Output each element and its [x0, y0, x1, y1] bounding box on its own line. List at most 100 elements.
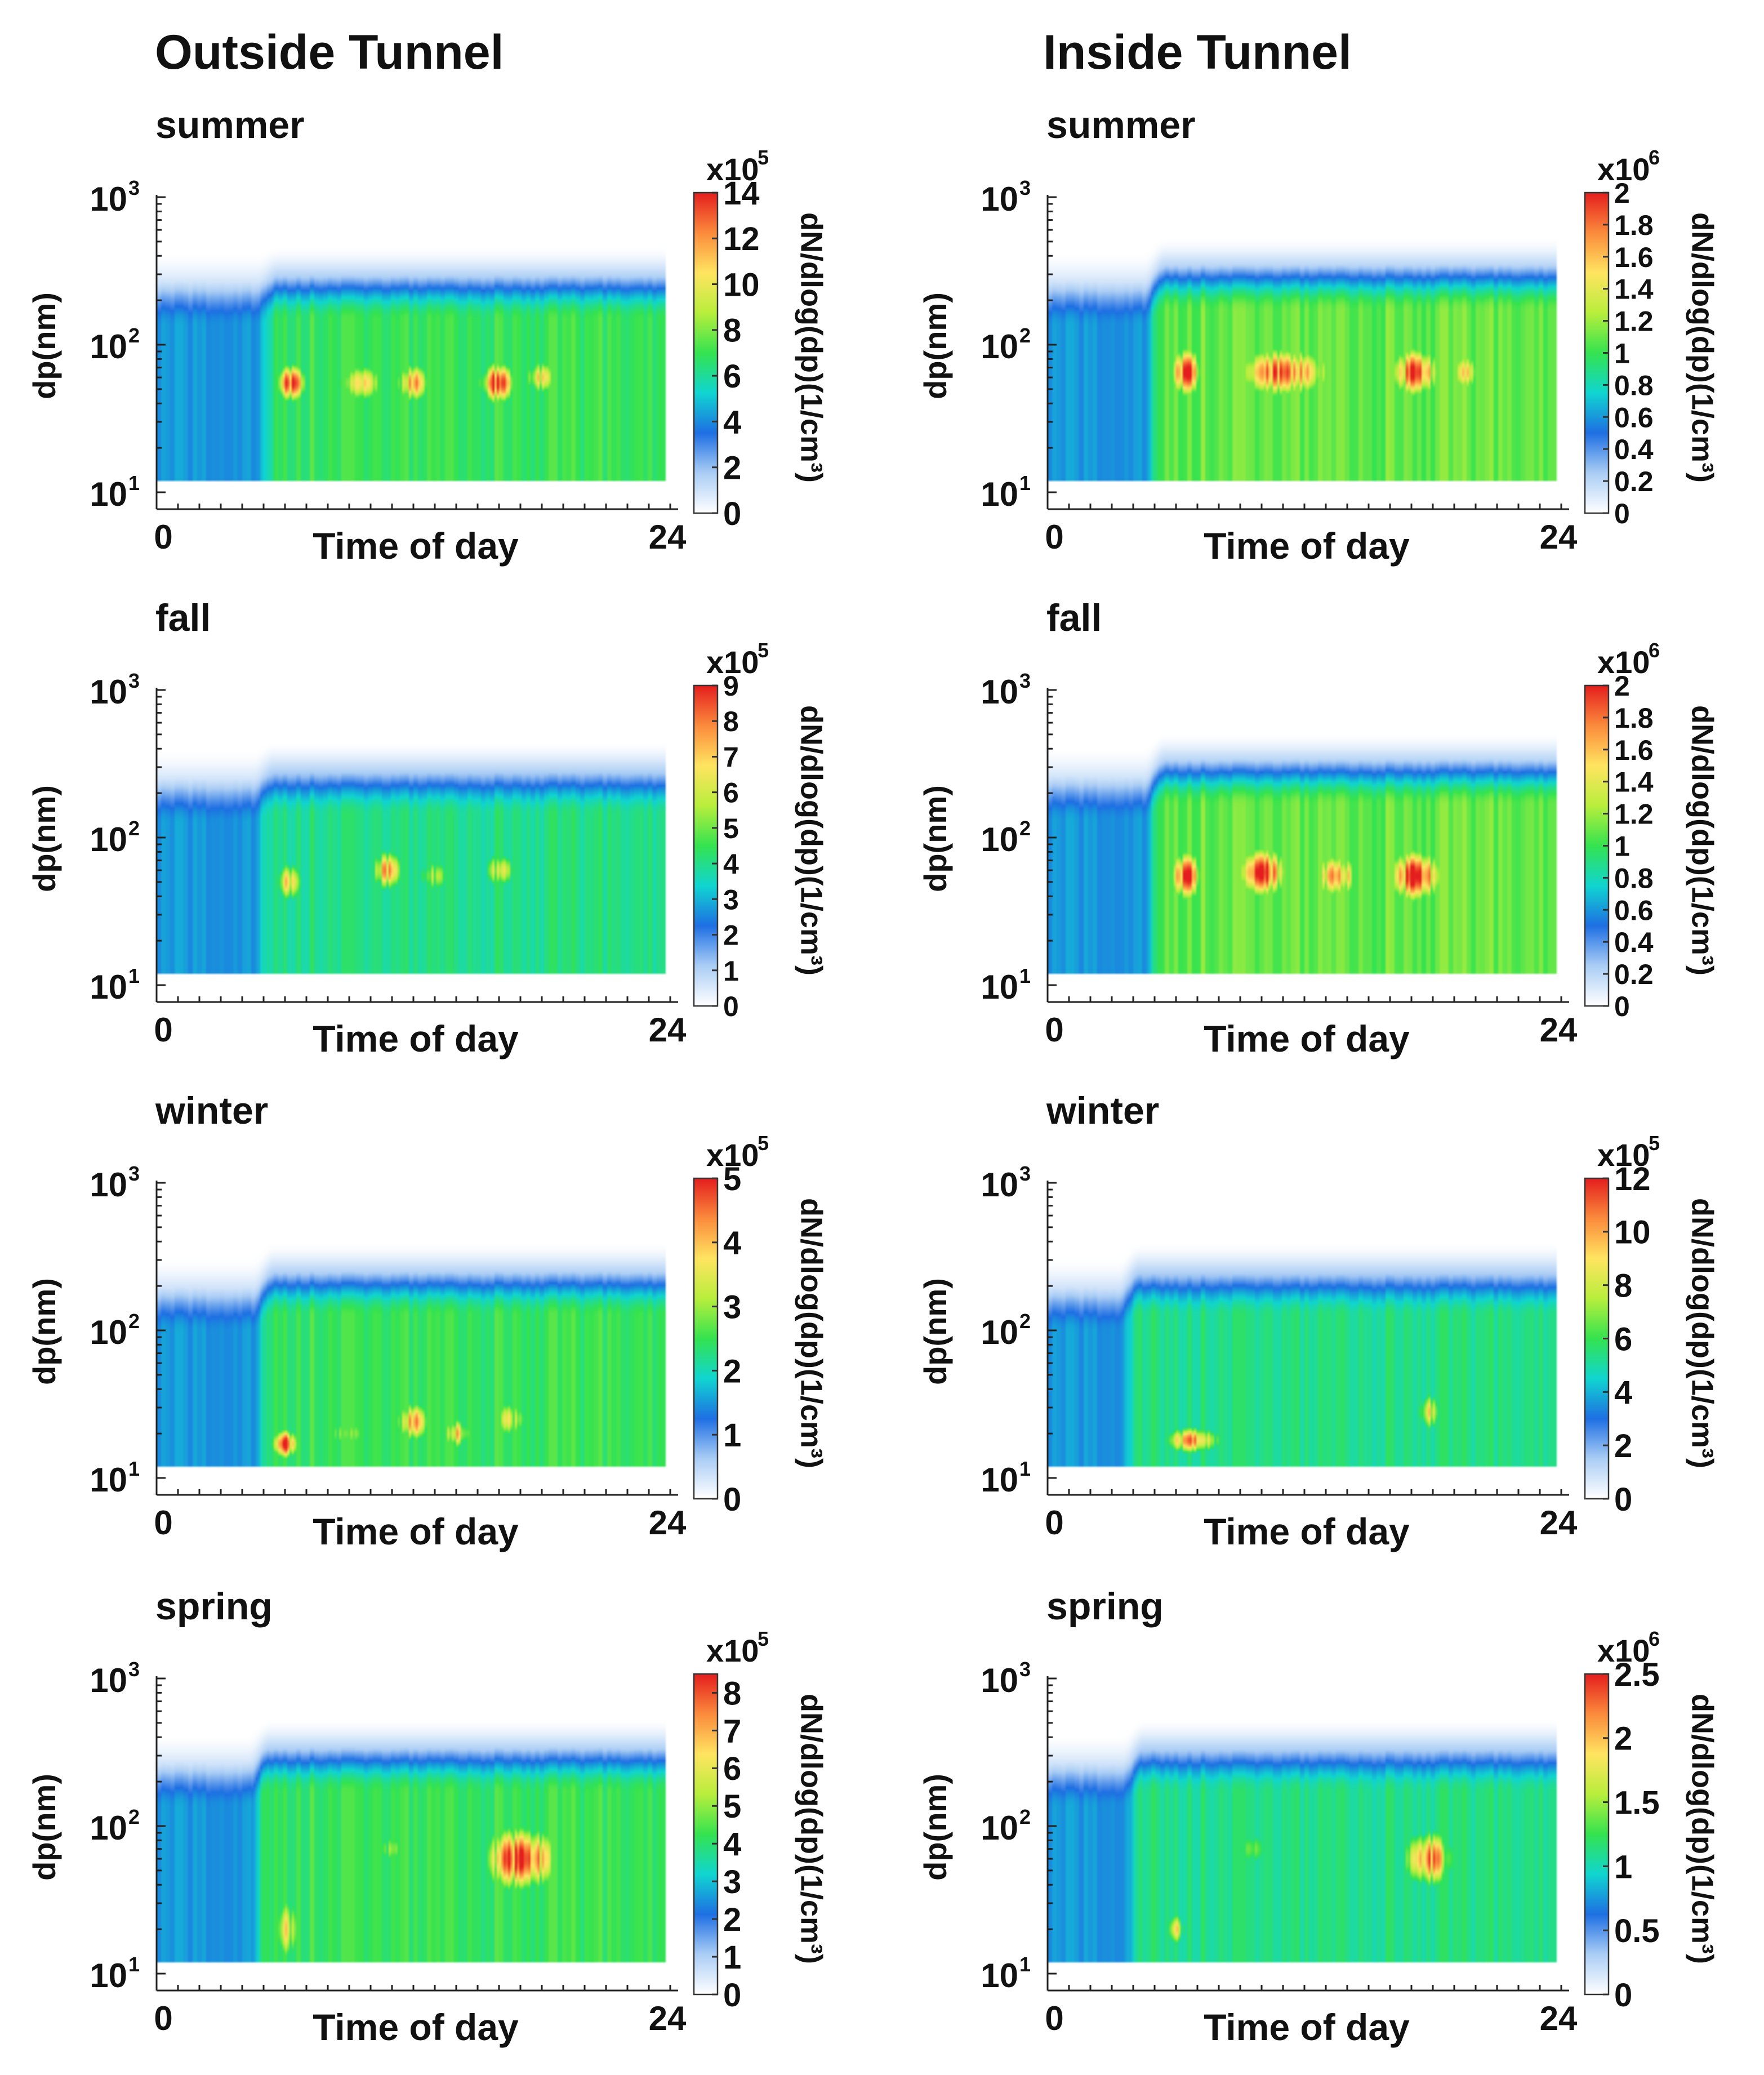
x-tick-label: 24: [1540, 1504, 1578, 1542]
colorbar-exponent: 5: [758, 639, 769, 662]
colorbar-tick-label: 10: [723, 266, 760, 303]
y-tick-label: 10: [981, 1166, 1018, 1204]
y-tick-exponent: 1: [1019, 1457, 1031, 1480]
colorbar-exponent: 6: [1649, 1627, 1660, 1650]
y-tick-exponent: 1: [128, 1457, 140, 1480]
y-tick-label: 10: [90, 968, 127, 1006]
x-tick-label: 0: [1045, 1011, 1063, 1049]
colorbar-tick-label: 8: [1614, 1268, 1632, 1304]
x-tick-label: 0: [154, 2000, 172, 2037]
x-tick-label: 0: [1045, 1504, 1063, 1542]
colorbar-multiplier: x10: [1597, 152, 1650, 187]
y-axis-label: dp(nm): [917, 785, 953, 892]
colorbar-tick-label: 2: [723, 1353, 741, 1390]
y-tick-label: 10: [90, 1313, 127, 1351]
colorbar-multiplier: x10: [1597, 1633, 1650, 1668]
colorbar-tick-label: 0: [1614, 991, 1630, 1022]
y-tick-exponent: 3: [128, 1658, 140, 1681]
colorbar-tick-label: 6: [1614, 1321, 1632, 1357]
colorbar-tick-label: 6: [723, 777, 739, 809]
y-tick-label: 10: [981, 1461, 1018, 1499]
panel-title: fall: [155, 596, 211, 639]
colorbar-tick-label: 6: [723, 1751, 741, 1787]
colorbar-tick-label: 1.2: [1614, 799, 1654, 830]
y-tick-exponent: 3: [128, 669, 140, 692]
x-axis-label: Time of day: [313, 2006, 519, 2048]
y-tick-label: 10: [90, 1809, 127, 1847]
colorbar-label: dN/dlog(dp)(1/cm³): [1686, 1694, 1720, 1964]
y-tick-label: 10: [90, 475, 127, 513]
y-tick-label: 10: [981, 180, 1018, 218]
y-tick-exponent: 2: [128, 817, 140, 840]
y-tick-label: 10: [981, 1809, 1018, 1847]
y-tick-exponent: 1: [1019, 471, 1031, 495]
y-tick-exponent: 1: [1019, 1953, 1031, 1976]
colorbar-tick-label: 0.4: [1614, 927, 1654, 958]
colorbar-tick-label: 1.4: [1614, 767, 1654, 798]
column-title-outside: Outside Tunnel: [155, 25, 504, 79]
y-tick-exponent: 2: [128, 324, 140, 347]
colorbar-tick-label: 2: [723, 1902, 741, 1938]
y-tick-label: 10: [981, 1662, 1018, 1699]
colorbar-tick-label: 8: [723, 706, 739, 737]
x-tick-label: 0: [154, 1504, 172, 1542]
y-tick-exponent: 1: [128, 964, 140, 987]
x-tick-label: 24: [1540, 518, 1578, 556]
colorbar-tick-label: 1.4: [1614, 274, 1654, 305]
colorbar-tick-label: 5: [723, 1788, 741, 1825]
colorbar-tick-label: 7: [723, 1713, 741, 1749]
x-tick-label: 24: [649, 518, 687, 556]
y-tick-label: 10: [981, 328, 1018, 366]
colorbar-tick-label: 1.2: [1614, 306, 1654, 337]
x-axis-label: Time of day: [1204, 2006, 1410, 2048]
y-tick-exponent: 3: [128, 176, 140, 199]
x-axis-label: Time of day: [313, 1018, 519, 1059]
colorbar-tick-label: 12: [1614, 1161, 1651, 1197]
y-axis-label: dp(nm): [917, 1774, 953, 1881]
y-tick-label: 10: [981, 968, 1018, 1006]
y-tick-exponent: 3: [1019, 1658, 1031, 1681]
colorbar-tick-label: 0: [1614, 1977, 1632, 2014]
colorbar: [693, 192, 719, 514]
x-axis-label: Time of day: [1204, 1511, 1410, 1552]
y-tick-exponent: 1: [128, 471, 140, 495]
y-tick-label: 10: [981, 1313, 1018, 1351]
colorbar-label: dN/dlog(dp)(1/cm³): [795, 1198, 828, 1468]
colorbar-multiplier: x10: [706, 644, 759, 680]
colorbar-tick-label: 3: [723, 1289, 741, 1325]
heatmap-image: [1048, 1678, 1561, 1974]
colorbar-tick-label: 4: [1614, 1374, 1632, 1411]
panel-title: summer: [1046, 104, 1196, 146]
y-tick-label: 10: [90, 1957, 127, 1994]
colorbar-tick-label: 0.2: [1614, 466, 1654, 497]
y-tick-exponent: 2: [1019, 817, 1031, 840]
colorbar-tick-label: 5: [723, 1161, 741, 1197]
colorbar-tick-label: 0: [723, 1977, 741, 2014]
y-tick-exponent: 2: [1019, 1310, 1031, 1333]
colorbar-tick-label: 5: [723, 813, 739, 844]
y-axis-label: dp(nm): [26, 292, 62, 399]
y-tick-exponent: 3: [1019, 669, 1031, 692]
heatmap-image: [1048, 690, 1561, 985]
colorbar-tick-label: 2: [1614, 177, 1630, 209]
colorbar-tick-label: 2: [1614, 1428, 1632, 1464]
y-tick-exponent: 2: [1019, 324, 1031, 347]
heatmap-image: [157, 690, 670, 985]
colorbar-tick-label: 2: [723, 450, 741, 487]
y-tick-label: 10: [981, 475, 1018, 513]
colorbar-label: dN/dlog(dp)(1/cm³): [795, 705, 828, 976]
y-axis-label: dp(nm): [26, 1774, 62, 1881]
colorbar-tick-label: 4: [723, 848, 739, 880]
x-tick-label: 0: [1045, 2000, 1063, 2037]
colorbar-exponent: 6: [1649, 146, 1660, 169]
colorbar-tick-label: 0.8: [1614, 862, 1654, 894]
colorbar-multiplier: x10: [706, 1633, 759, 1668]
colorbar-label: dN/dlog(dp)(1/cm³): [1686, 1198, 1720, 1468]
colorbar-tick-label: 10: [1614, 1214, 1651, 1251]
